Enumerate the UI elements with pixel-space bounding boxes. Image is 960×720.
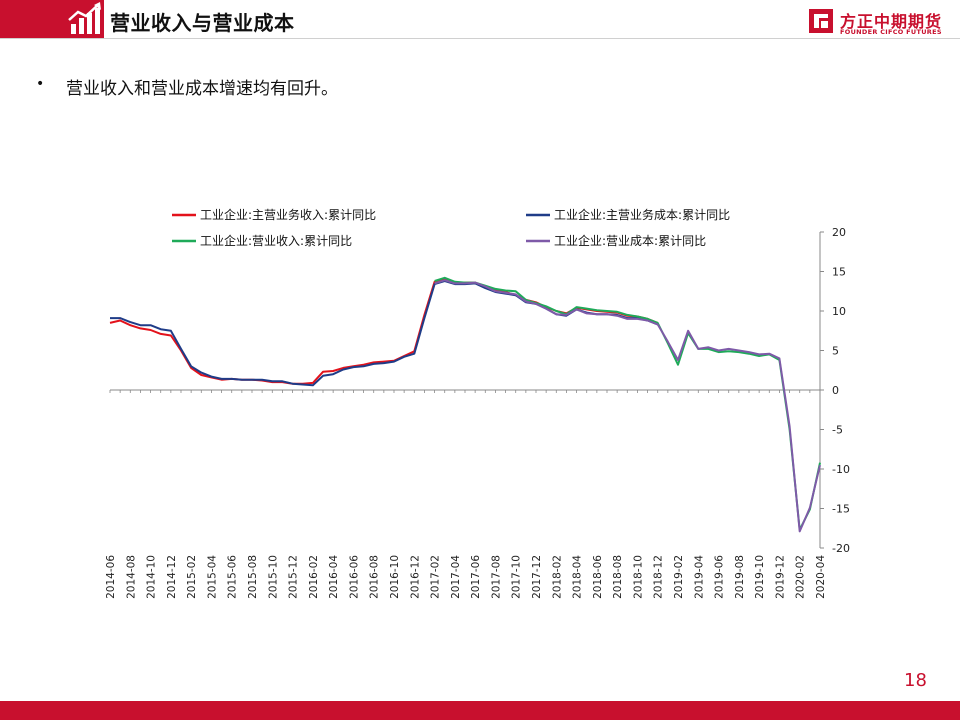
x-tick-label: 2017-12 xyxy=(531,555,543,599)
x-tick-label: 2020-02 xyxy=(795,555,807,599)
page-number: 18 xyxy=(904,670,927,691)
x-tick-label: 2019-06 xyxy=(714,555,726,599)
x-tick-label: 2015-02 xyxy=(186,555,198,599)
x-tick-label: 2019-02 xyxy=(673,555,685,599)
chart-axes: 20 15 10 5 0 -5 -10 -15 -20 2014-06 2014-08 2014-10… xyxy=(105,226,850,599)
y-tick-label: 5 xyxy=(832,345,839,358)
legend-label: 工业企业:主营业务成本:累计同比 xyxy=(554,207,730,222)
company-logo: 方正中期期货 FOUNDER CIFCO FUTURES xyxy=(808,8,948,38)
x-tick-label: 2017-08 xyxy=(490,555,502,599)
y-tick-label: 10 xyxy=(832,305,846,318)
y-tick-label: -20 xyxy=(832,542,850,555)
y-tick-label: 15 xyxy=(832,266,846,279)
x-tick-label: 2014-06 xyxy=(105,555,117,599)
series-line-3 xyxy=(434,276,821,531)
x-tick-label: 2019-10 xyxy=(754,555,766,599)
x-tick-label: 2016-02 xyxy=(308,555,320,599)
x-tick-label: 2017-02 xyxy=(430,555,442,599)
chart-legend: 工业企业:主营业务收入:累计同比 工业企业:主营业务成本:累计同比工业企业:营业收… xyxy=(172,207,730,248)
x-tick-label: 2018-02 xyxy=(551,555,563,599)
y-tick-label: 20 xyxy=(832,226,846,239)
x-tick-label: 2018-06 xyxy=(592,555,604,599)
x-tick-label: 2019-12 xyxy=(774,555,786,599)
x-tick-label: 2020-04 xyxy=(815,555,827,599)
x-tick-label: 2016-10 xyxy=(389,555,401,599)
x-tick-label: 2019-08 xyxy=(734,555,746,599)
x-tick-label: 2016-08 xyxy=(369,555,381,599)
x-tick-label: 2017-04 xyxy=(450,555,462,599)
x-tick-label: 2016-06 xyxy=(348,555,360,599)
page-title: 营业收入与营业成本 xyxy=(110,11,295,35)
header-accent-bar xyxy=(0,0,104,38)
x-tick-label: 2014-12 xyxy=(166,555,178,599)
footer-accent-bar xyxy=(0,701,960,720)
x-tick-label: 2015-12 xyxy=(288,555,300,599)
x-tick-label: 2016-12 xyxy=(409,555,421,599)
y-tick-label: -5 xyxy=(832,424,843,437)
x-tick-label: 2014-10 xyxy=(146,555,158,599)
logo-chinese-name: 方正中期期货 xyxy=(840,12,943,31)
logo-english-name: FOUNDER CIFCO FUTURES xyxy=(840,28,942,36)
x-tick-label: 2018-04 xyxy=(572,555,584,599)
chart-series xyxy=(109,276,821,533)
x-tick-label: 2016-04 xyxy=(328,555,340,599)
x-tick-label: 2015-06 xyxy=(227,555,239,599)
growth-chart-icon xyxy=(68,2,101,34)
x-tick-label: 2014-08 xyxy=(125,555,137,599)
y-tick-label: -10 xyxy=(832,463,850,476)
x-tick-label: 2015-10 xyxy=(267,555,279,599)
x-tick-label: 2017-10 xyxy=(511,555,523,599)
line-chart: 工业企业:主营业务收入:累计同比 工业企业:主营业务成本:累计同比工业企业:营业收… xyxy=(105,207,850,599)
x-tick-label: 2018-10 xyxy=(632,555,644,599)
x-tick-label: 2015-08 xyxy=(247,555,259,599)
series-line-4 xyxy=(434,279,821,533)
x-tick-label: 2015-04 xyxy=(206,555,218,599)
x-tick-label: 2018-12 xyxy=(653,555,665,599)
legend-label: 工业企业:主营业务收入:累计同比 xyxy=(200,207,376,222)
legend-label: 工业企业:营业收入:累计同比 xyxy=(200,233,352,248)
y-tick-label: 0 xyxy=(832,384,839,397)
y-tick-label: -15 xyxy=(832,503,850,516)
x-tick-label: 2019-04 xyxy=(693,555,705,599)
header-divider xyxy=(0,38,960,39)
bullet-dot-icon: • xyxy=(36,76,45,92)
x-tick-label: 2017-06 xyxy=(470,555,482,599)
x-tick-label: 2018-08 xyxy=(612,555,624,599)
founder-logo-icon xyxy=(809,9,833,33)
bullet-text: 营业收入和营业成本增速均有回升。 xyxy=(66,79,338,99)
legend-label: 工业企业:营业成本:累计同比 xyxy=(554,233,706,248)
